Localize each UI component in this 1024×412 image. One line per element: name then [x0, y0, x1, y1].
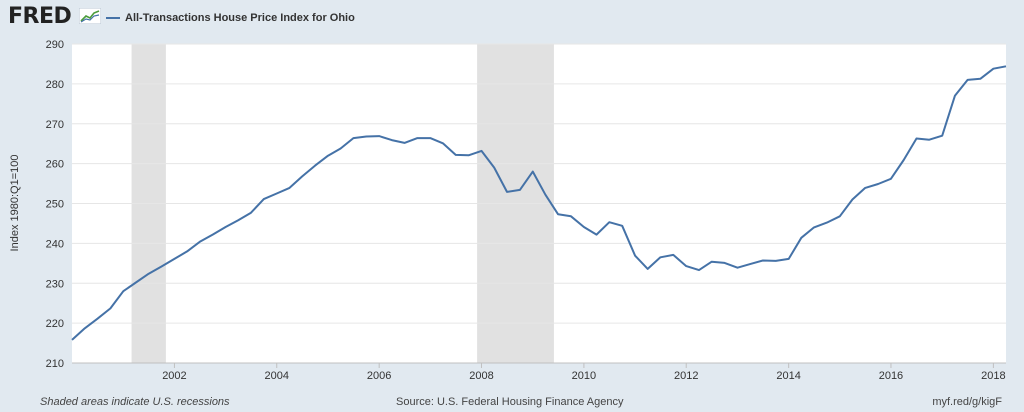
- x-tick-label: 2014: [776, 370, 800, 382]
- x-tick-label: 2016: [879, 370, 903, 382]
- fred-logo[interactable]: FRED: [8, 4, 72, 29]
- y-tick-label: 280: [46, 79, 64, 91]
- x-axis: 2002 2004 2006 2008 2010 2012 2014 2016 2018: [72, 362, 1006, 382]
- y-axis: 210 220 230 240 250 260 270 280 290: [46, 39, 64, 370]
- recession-note: Shaded areas indicate U.S. recessions: [40, 396, 230, 408]
- y-tick-label: 230: [46, 278, 64, 290]
- y-tick-label: 220: [46, 318, 64, 330]
- y-tick-label: 250: [46, 199, 64, 211]
- series-layer: [71, 65, 1007, 341]
- header: FRED All-Transactions House Price Index …: [0, 0, 1024, 36]
- legend-label: All-Transactions House Price Index for O…: [125, 12, 355, 24]
- source-text: Source: U.S. Federal Housing Finance Age…: [396, 396, 624, 408]
- y-tick-label: 260: [46, 159, 64, 171]
- chart-area: 210 220 230 240 250 260 270 280 290 2002 2004 2006…: [9, 39, 1007, 382]
- x-tick-label: 2006: [367, 370, 391, 382]
- y-tick-label: 270: [46, 119, 64, 131]
- x-tick-label: 2008: [469, 370, 493, 382]
- short-link[interactable]: myf.red/g/kigF: [932, 396, 1002, 408]
- x-tick-label: 2010: [572, 370, 596, 382]
- x-tick-label: 2012: [674, 370, 698, 382]
- y-tick-label: 240: [46, 238, 64, 250]
- legend-line-swatch: [106, 17, 120, 19]
- y-axis-label: Index 1980:Q1=100: [9, 155, 21, 252]
- series-line: [71, 65, 1007, 341]
- trend-graph-icon: [79, 8, 101, 24]
- y-tick-label: 290: [46, 39, 64, 51]
- x-tick-label: 2018: [981, 370, 1005, 382]
- y-tick-label: 210: [46, 358, 64, 370]
- chart-legend: All-Transactions House Price Index for O…: [106, 10, 355, 26]
- x-tick-label: 2004: [264, 370, 288, 382]
- footer: Shaded areas indicate U.S. recessions So…: [0, 392, 1024, 410]
- x-tick-label: 2002: [162, 370, 186, 382]
